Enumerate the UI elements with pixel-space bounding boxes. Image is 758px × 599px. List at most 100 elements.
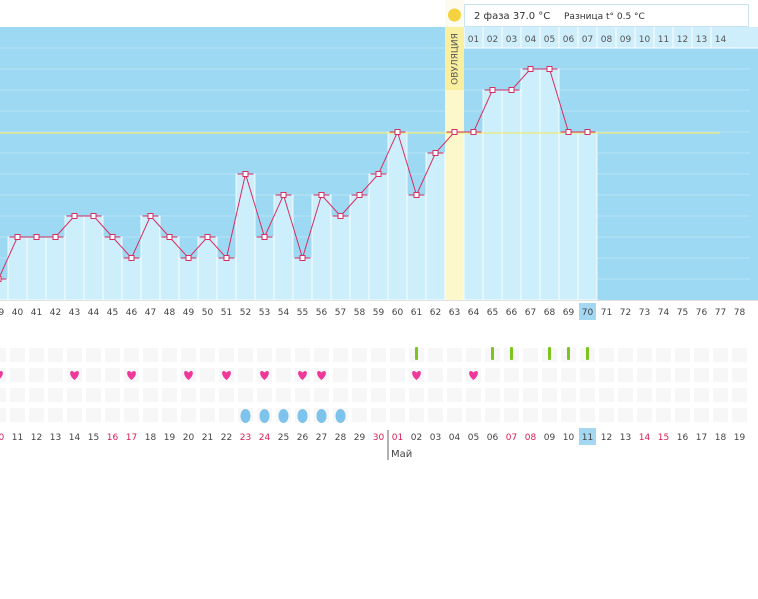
symptom-cell[interactable]	[276, 388, 291, 402]
symptom-cell[interactable]	[0, 348, 6, 362]
symptom-cell[interactable]	[523, 408, 538, 422]
symptom-cell[interactable]	[29, 388, 44, 402]
symptom-cell[interactable]	[390, 368, 405, 382]
symptom-cell[interactable]	[352, 408, 367, 422]
symptom-cell[interactable]	[428, 368, 443, 382]
symptom-cell[interactable]	[10, 408, 25, 422]
symptom-cell[interactable]	[656, 408, 671, 422]
symptom-cell[interactable]	[732, 348, 747, 362]
symptom-cell[interactable]	[124, 348, 139, 362]
symptom-cell[interactable]	[656, 368, 671, 382]
temperature-point[interactable]	[147, 213, 154, 219]
symptom-cell[interactable]	[732, 388, 747, 402]
symptom-cell[interactable]	[656, 348, 671, 362]
symptom-cell[interactable]	[504, 408, 519, 422]
symptom-cell[interactable]	[333, 368, 348, 382]
symptom-cell[interactable]	[48, 388, 63, 402]
symptom-cell[interactable]	[162, 368, 177, 382]
symptom-cell[interactable]	[694, 388, 709, 402]
temperature-point[interactable]	[71, 213, 78, 219]
symptom-cell[interactable]	[390, 388, 405, 402]
symptom-cell[interactable]	[352, 388, 367, 402]
symptom-cell[interactable]	[219, 348, 234, 362]
symptom-cell[interactable]	[219, 388, 234, 402]
temperature-point[interactable]	[318, 192, 325, 198]
symptom-cell[interactable]	[428, 388, 443, 402]
temperature-point[interactable]	[280, 192, 287, 198]
symptom-cell[interactable]	[143, 368, 158, 382]
symptom-cell[interactable]	[162, 348, 177, 362]
symptom-cell[interactable]	[580, 368, 595, 382]
symptom-cell[interactable]	[86, 388, 101, 402]
symptom-cell[interactable]	[48, 368, 63, 382]
symptom-cell[interactable]	[105, 408, 120, 422]
symptom-cell[interactable]	[238, 348, 253, 362]
symptom-cell[interactable]	[504, 368, 519, 382]
temperature-point[interactable]	[242, 171, 249, 177]
symptom-cell[interactable]	[599, 348, 614, 362]
temperature-point[interactable]	[508, 87, 515, 93]
symptom-cell[interactable]	[618, 368, 633, 382]
temperature-point[interactable]	[185, 255, 192, 261]
symptom-cell[interactable]	[67, 348, 82, 362]
symptom-cell[interactable]	[466, 348, 481, 362]
temperature-point[interactable]	[375, 171, 382, 177]
symptom-cell[interactable]	[371, 368, 386, 382]
symptom-cell[interactable]	[200, 408, 215, 422]
symptom-cell[interactable]	[637, 348, 652, 362]
symptom-cell[interactable]	[257, 388, 272, 402]
symptom-cell[interactable]	[162, 388, 177, 402]
symptom-cell[interactable]	[333, 348, 348, 362]
symptom-cell[interactable]	[124, 388, 139, 402]
symptom-cell[interactable]	[105, 388, 120, 402]
symptom-cell[interactable]	[314, 348, 329, 362]
symptom-cell[interactable]	[10, 348, 25, 362]
temperature-point[interactable]	[261, 234, 268, 240]
symptom-cell[interactable]	[67, 408, 82, 422]
symptom-cell[interactable]	[48, 348, 63, 362]
symptom-cell[interactable]	[390, 408, 405, 422]
symptom-cell[interactable]	[371, 388, 386, 402]
symptom-cell[interactable]	[29, 408, 44, 422]
symptom-cell[interactable]	[181, 388, 196, 402]
temperature-point[interactable]	[394, 129, 401, 135]
symptom-cell[interactable]	[409, 388, 424, 402]
temperature-point[interactable]	[565, 129, 572, 135]
symptom-cell[interactable]	[713, 408, 728, 422]
symptom-cell[interactable]	[314, 388, 329, 402]
symptom-cell[interactable]	[694, 348, 709, 362]
symptom-cell[interactable]	[0, 408, 6, 422]
symptom-cell[interactable]	[485, 368, 500, 382]
temperature-point[interactable]	[546, 66, 553, 72]
symptom-cell[interactable]	[561, 388, 576, 402]
symptom-cell[interactable]	[694, 368, 709, 382]
symptom-cell[interactable]	[599, 388, 614, 402]
symptom-cell[interactable]	[428, 348, 443, 362]
temperature-point[interactable]	[52, 234, 59, 240]
symptom-cell[interactable]	[181, 408, 196, 422]
temperature-point[interactable]	[413, 192, 420, 198]
temperature-point[interactable]	[128, 255, 135, 261]
symptom-cell[interactable]	[713, 348, 728, 362]
symptom-cell[interactable]	[48, 408, 63, 422]
symptom-cell[interactable]	[618, 388, 633, 402]
symptom-cell[interactable]	[732, 368, 747, 382]
symptom-cell[interactable]	[390, 348, 405, 362]
temperature-point[interactable]	[432, 150, 439, 156]
symptom-cell[interactable]	[656, 388, 671, 402]
symptom-cell[interactable]	[105, 368, 120, 382]
symptom-cell[interactable]	[352, 348, 367, 362]
symptom-cell[interactable]	[162, 408, 177, 422]
temperature-point[interactable]	[109, 234, 116, 240]
symptom-cell[interactable]	[637, 388, 652, 402]
symptom-cell[interactable]	[523, 388, 538, 402]
symptom-cell[interactable]	[599, 408, 614, 422]
symptom-cell[interactable]	[504, 388, 519, 402]
symptom-cell[interactable]	[542, 408, 557, 422]
symptom-cell[interactable]	[485, 388, 500, 402]
symptom-cell[interactable]	[371, 408, 386, 422]
symptom-cell[interactable]	[675, 408, 690, 422]
temperature-point[interactable]	[33, 234, 40, 240]
symptom-cell[interactable]	[561, 408, 576, 422]
symptom-cell[interactable]	[143, 348, 158, 362]
